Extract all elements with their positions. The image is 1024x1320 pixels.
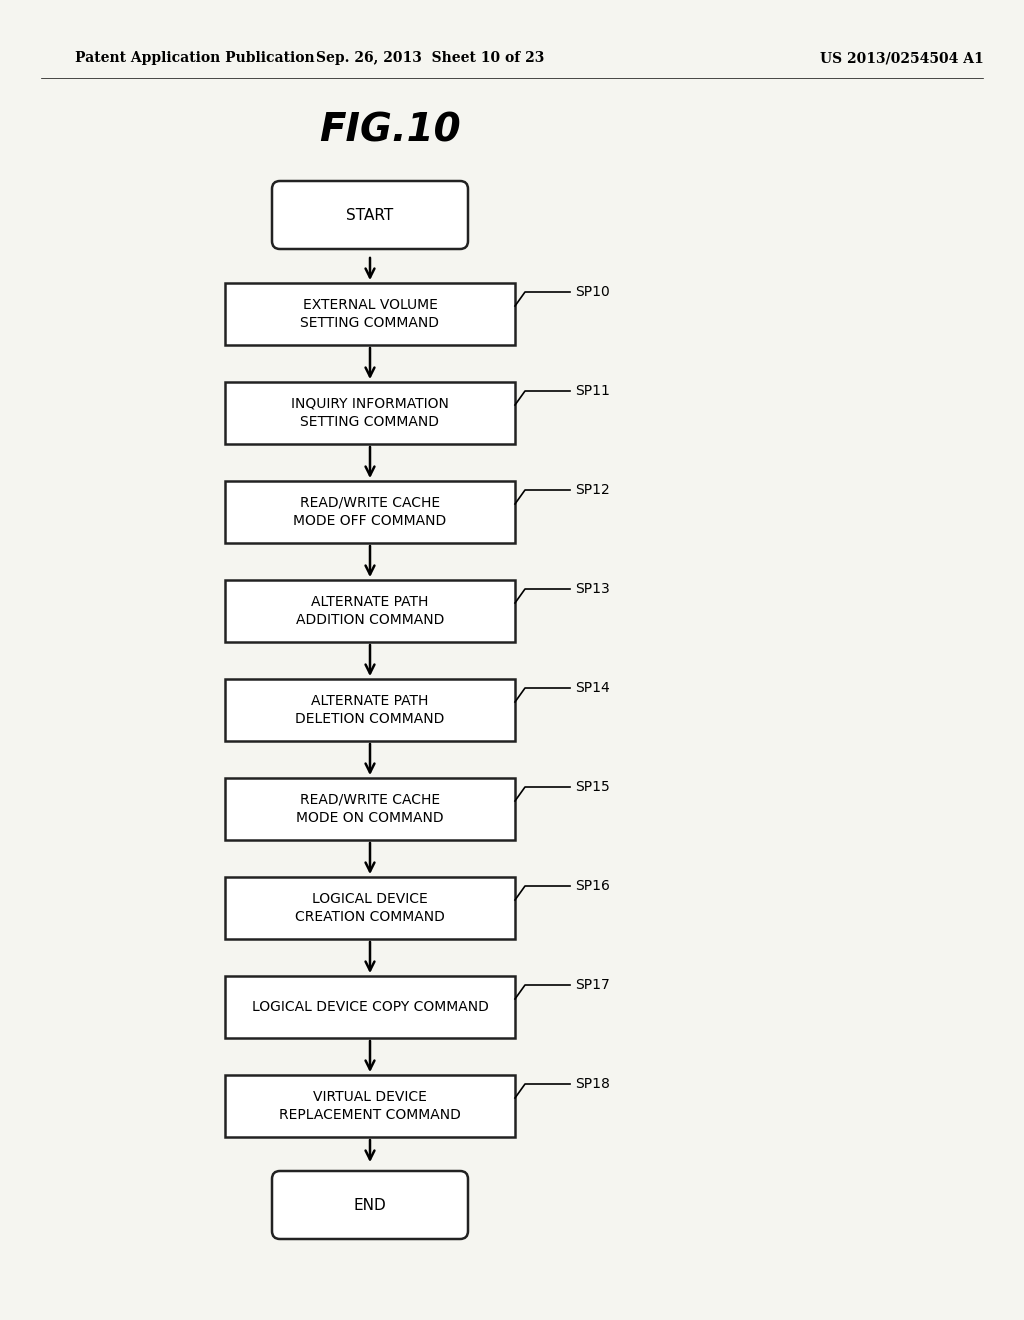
Bar (225, 678, 515, 741)
Text: SP16: SP16 (575, 879, 610, 894)
Text: SP12: SP12 (575, 483, 609, 498)
Text: INQUIRY INFORMATION
SETTING COMMAND: INQUIRY INFORMATION SETTING COMMAND (291, 397, 449, 429)
Text: READ/WRITE CACHE
MODE OFF COMMAND: READ/WRITE CACHE MODE OFF COMMAND (293, 496, 446, 528)
Bar (225, 975, 515, 1038)
Bar (225, 480, 515, 543)
Text: SP13: SP13 (575, 582, 609, 597)
Text: SP18: SP18 (575, 1077, 610, 1092)
Text: END: END (353, 1197, 386, 1213)
Bar (225, 381, 515, 444)
Bar (225, 1074, 515, 1137)
Text: START: START (346, 207, 393, 223)
Text: SP14: SP14 (575, 681, 609, 696)
Text: READ/WRITE CACHE
MODE ON COMMAND: READ/WRITE CACHE MODE ON COMMAND (296, 793, 443, 825)
Text: LOGICAL DEVICE COPY COMMAND: LOGICAL DEVICE COPY COMMAND (252, 1001, 488, 1014)
Bar (225, 777, 515, 840)
Bar (225, 579, 515, 642)
Text: SP15: SP15 (575, 780, 609, 795)
Text: SP11: SP11 (575, 384, 610, 399)
Bar (225, 282, 515, 345)
Text: ALTERNATE PATH
ADDITION COMMAND: ALTERNATE PATH ADDITION COMMAND (296, 595, 444, 627)
Text: FIG.10: FIG.10 (319, 111, 461, 149)
FancyBboxPatch shape (272, 1171, 468, 1239)
Text: US 2013/0254504 A1: US 2013/0254504 A1 (820, 51, 984, 65)
Text: Patent Application Publication: Patent Application Publication (75, 51, 314, 65)
Text: ALTERNATE PATH
DELETION COMMAND: ALTERNATE PATH DELETION COMMAND (295, 694, 444, 726)
Text: SP10: SP10 (575, 285, 609, 300)
Text: VIRTUAL DEVICE
REPLACEMENT COMMAND: VIRTUAL DEVICE REPLACEMENT COMMAND (280, 1090, 461, 1122)
Bar (225, 876, 515, 939)
FancyBboxPatch shape (272, 181, 468, 249)
Text: Sep. 26, 2013  Sheet 10 of 23: Sep. 26, 2013 Sheet 10 of 23 (315, 51, 544, 65)
Text: LOGICAL DEVICE
CREATION COMMAND: LOGICAL DEVICE CREATION COMMAND (295, 892, 445, 924)
Text: EXTERNAL VOLUME
SETTING COMMAND: EXTERNAL VOLUME SETTING COMMAND (300, 298, 439, 330)
Text: SP17: SP17 (575, 978, 609, 993)
